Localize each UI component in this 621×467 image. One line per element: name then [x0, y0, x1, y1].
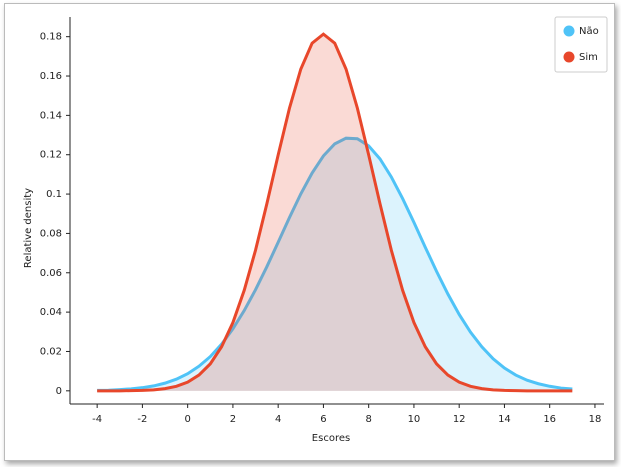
- legend-label: Não: [579, 26, 599, 37]
- legend-swatch: [563, 51, 575, 63]
- y-tick-label: 0.02: [40, 346, 62, 357]
- x-tick-label: 14: [498, 414, 511, 425]
- y-tick-label: 0.16: [40, 71, 62, 82]
- y-tick-label: 0.08: [40, 228, 62, 239]
- density-line: [97, 136, 573, 392]
- x-axis-label: Escores: [312, 433, 350, 444]
- x-tick-label: 2: [230, 414, 236, 425]
- x-tick-label: -4: [92, 414, 102, 425]
- x-tick-label: 0: [184, 414, 190, 425]
- density-line: [97, 32, 573, 393]
- x-tick-label: 12: [453, 414, 466, 425]
- y-axis-label: Relative density: [23, 188, 34, 268]
- x-tick-label: 18: [589, 414, 602, 425]
- x-tick-label: 8: [365, 414, 371, 425]
- legend-label: Sim: [579, 52, 598, 63]
- density-area: [97, 138, 573, 391]
- x-tick-label: 16: [543, 414, 556, 425]
- x-tick-label: 4: [275, 414, 281, 425]
- y-tick-label: 0.06: [40, 268, 62, 279]
- y-tick-label: 0.18: [40, 32, 62, 43]
- x-tick-label: -2: [137, 414, 147, 425]
- window-frame: [4, 3, 615, 461]
- legend-swatch: [563, 25, 575, 37]
- density-area: [97, 34, 573, 391]
- y-tick-label: 0.12: [40, 150, 62, 161]
- x-tick-label: 6: [320, 414, 326, 425]
- y-tick-label: 0.14: [40, 110, 62, 121]
- y-tick-label: 0.04: [40, 307, 62, 318]
- x-tick-label: 10: [408, 414, 421, 425]
- y-tick-label: 0: [56, 386, 62, 397]
- y-tick-label: 0.1: [46, 189, 62, 200]
